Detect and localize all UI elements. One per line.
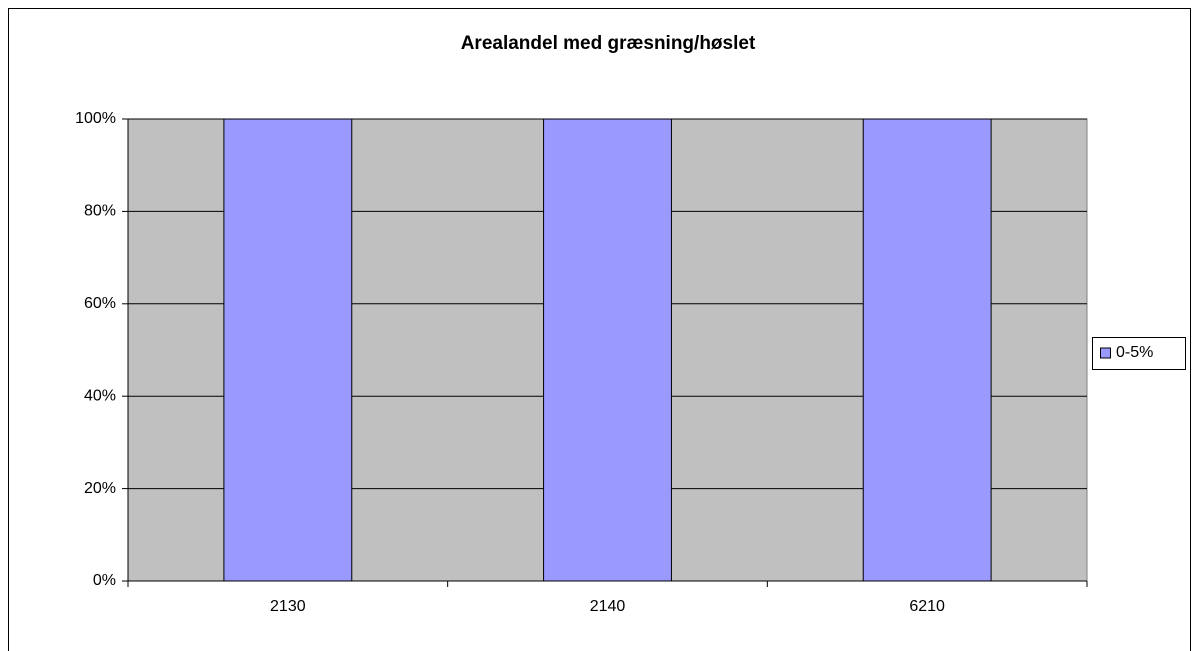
x-tick-label: 2130 (270, 598, 306, 615)
y-tick-label: 100% (75, 110, 116, 127)
legend-swatch (1100, 347, 1111, 359)
bar (543, 118, 672, 582)
y-tick-label: 80% (84, 203, 116, 220)
y-tick-label: 60% (84, 295, 116, 312)
x-tick-label: 6210 (909, 598, 945, 615)
bar (223, 118, 353, 582)
bar (862, 118, 992, 582)
y-tick-label: 20% (84, 480, 116, 497)
y-tick-label: 40% (84, 387, 116, 404)
y-tick-label: 0% (93, 572, 116, 589)
legend-label: 0-5% (1116, 344, 1153, 361)
x-tick-label: 2140 (590, 598, 626, 615)
chart-title: Arealandel med græsning/høslet (461, 33, 756, 54)
